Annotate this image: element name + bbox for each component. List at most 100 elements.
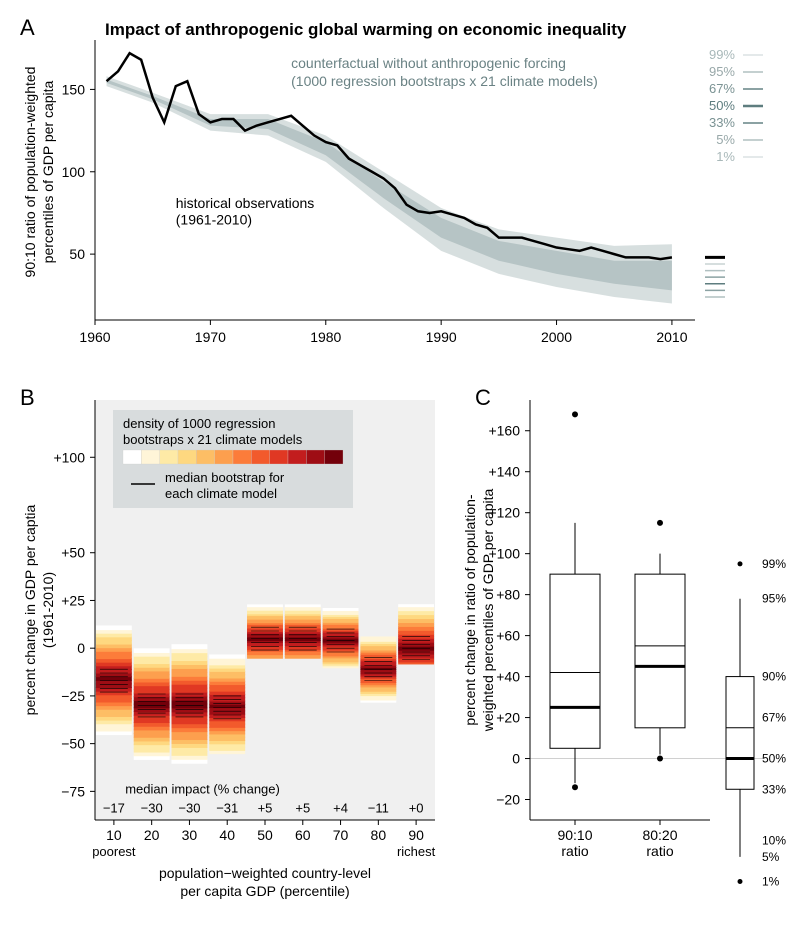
figure-svg: AImpact of anthropogenic global warming … (0, 0, 802, 935)
panel-c-pct-label: 99% (762, 557, 786, 571)
panel-c-ylabel1: percent change in ratio of population- (462, 494, 478, 725)
panel-b-heat-cell (172, 644, 208, 649)
panel-b-xlabel2: per capita GDP (percentile) (180, 883, 349, 899)
panel-a-ytick: 100 (62, 164, 86, 180)
panel-b-colormap-cell (251, 450, 269, 464)
panel-c-pct-label: 33% (762, 782, 786, 796)
panel-b-xtick: 40 (219, 827, 235, 843)
panel-b-colormap-cell (270, 450, 288, 464)
panel-a-ylabel2: percentiles of GDP per capita (40, 80, 56, 263)
panel-b-ylabel1: percent change in GDP per captia (22, 504, 38, 715)
panel-b-colormap-cell (178, 450, 196, 464)
panel-b-heat-cell (323, 608, 359, 611)
panel-a-title: Impact of anthropogenic global warming o… (105, 20, 627, 39)
panel-b-colormap-cell (196, 450, 214, 464)
panel-c-pct-label: 95% (762, 592, 786, 606)
panel-b-xtick: 20 (144, 827, 160, 843)
panel-a-xtick: 2000 (541, 329, 572, 345)
panel-c-outlier (572, 411, 578, 417)
panel-c-ytick: 0 (512, 751, 520, 767)
panel-b-xtick: 30 (182, 827, 198, 843)
panel-c-pct-label: 67% (762, 711, 786, 725)
panel-b-median-impact-val: −30 (178, 800, 200, 815)
panel-a-pct-label: 50% (709, 98, 735, 113)
panel-b-colormap-cell (288, 450, 306, 464)
panel-c-box (550, 574, 600, 748)
panel-a-pct-label: 33% (709, 115, 735, 130)
panel-b-heat-cell (247, 604, 283, 607)
panel-a-ytick: 50 (69, 246, 85, 262)
panel-a-pct-label: 67% (709, 81, 735, 96)
panel-a-pct-label: 95% (709, 64, 735, 79)
panel-b-legend-l3: median bootstrap for (165, 470, 285, 485)
panel-c-small-box (726, 677, 754, 790)
panel-b-legend-l2: bootstraps x 21 climate models (123, 432, 303, 447)
panel-c-pct-label: 5% (762, 850, 780, 864)
panel-c-pct-label: 90% (762, 670, 786, 684)
panel-b-median-impact-val: +5 (295, 800, 310, 815)
panel-b-ytick: 0 (77, 640, 85, 656)
panel-b-colormap-cell (160, 450, 178, 464)
panel-b-xtick: 70 (333, 827, 349, 843)
panel-b-heat-cell (209, 654, 245, 658)
panel-c-outlier (657, 520, 663, 526)
panel-a-pct-label: 99% (709, 47, 735, 62)
panel-c-ytick: +140 (488, 464, 520, 480)
panel-a-pct-label: 5% (716, 132, 735, 147)
panel-c-pct-label: 50% (762, 752, 786, 766)
panel-b-median-impact-val: −17 (103, 800, 125, 815)
panel-b-ytick: −25 (61, 688, 85, 704)
panel-c-small-outlier (738, 879, 743, 884)
panel-c-ytick: +20 (496, 710, 520, 726)
panel-b-xlabel1: population−weighted country-level (159, 865, 371, 881)
panel-b-ytick: +25 (61, 592, 85, 608)
panel-c-ytick: +40 (496, 669, 520, 685)
panel-a-xtick: 1980 (310, 329, 341, 345)
panel-b-median-impact-val: +0 (409, 800, 424, 815)
panel-a-ytick: 150 (62, 81, 86, 97)
panel-b-colormap-cell (233, 450, 251, 464)
panel-c-xlabel: 90:10 (557, 827, 592, 843)
panel-b-xtick: 60 (295, 827, 311, 843)
panel-a-pct-label: 1% (716, 149, 735, 164)
panel-c-ytick: −20 (496, 792, 520, 808)
panel-b-ytick: +50 (61, 545, 85, 561)
panel-c-pct-label: 1% (762, 874, 780, 888)
panel-b-colormap-cell (141, 450, 159, 464)
panel-c-ytick: +160 (488, 423, 520, 439)
panel-b-legend-l4: each climate model (165, 486, 277, 501)
panel-b-label: B (20, 385, 35, 410)
panel-c-ytick: +60 (496, 628, 520, 644)
panel-a-counterfactual-l2: (1000 regression bootstraps x 21 climate… (291, 73, 598, 89)
panel-a-counterfactual-l1: counterfactual without anthropogenic for… (291, 55, 566, 71)
panel-c-xlabel-sub: ratio (561, 843, 588, 859)
panel-b-median-impact-val: −11 (368, 800, 389, 815)
panel-b-poorest: poorest (92, 844, 136, 859)
panel-c-ylabel2: weighted percentiles of GDP per capita (480, 489, 496, 733)
figure-container: AImpact of anthropogenic global warming … (0, 0, 802, 935)
panel-b-xtick: 90 (408, 827, 424, 843)
panel-b-heat-cell (96, 625, 132, 630)
panel-a-xtick: 1990 (426, 329, 457, 345)
panel-b-heat-cell (285, 604, 321, 607)
panel-b-xtick: 80 (371, 827, 387, 843)
panel-c-xlabel-sub: ratio (646, 843, 673, 859)
panel-c-small-outlier (738, 561, 743, 566)
panel-b-median-impact-val: +5 (258, 800, 273, 815)
panel-b-ytick: +100 (53, 449, 85, 465)
panel-a-historical-l1: historical observations (176, 195, 315, 211)
panel-a-xtick: 1960 (79, 329, 110, 345)
panel-b-legend-l1: density of 1000 regression (123, 416, 275, 431)
panel-b-median-impact-val: −30 (141, 800, 163, 815)
panel-c-xlabel: 80:20 (642, 827, 677, 843)
panel-b-ylabel2: (1961-2010) (40, 572, 56, 648)
panel-b-ytick: −75 (61, 783, 85, 799)
panel-c-outlier (572, 784, 578, 790)
panel-b-median-impact-val: +4 (333, 800, 348, 815)
panel-a-historical-l2: (1961-2010) (176, 211, 252, 227)
panel-c-pct-label: 10% (762, 833, 786, 847)
panel-b-heat-cell (398, 604, 434, 607)
panel-b-colormap-cell (215, 450, 233, 464)
panel-b-heat-cell (360, 636, 396, 639)
panel-b-colormap-cell (306, 450, 324, 464)
